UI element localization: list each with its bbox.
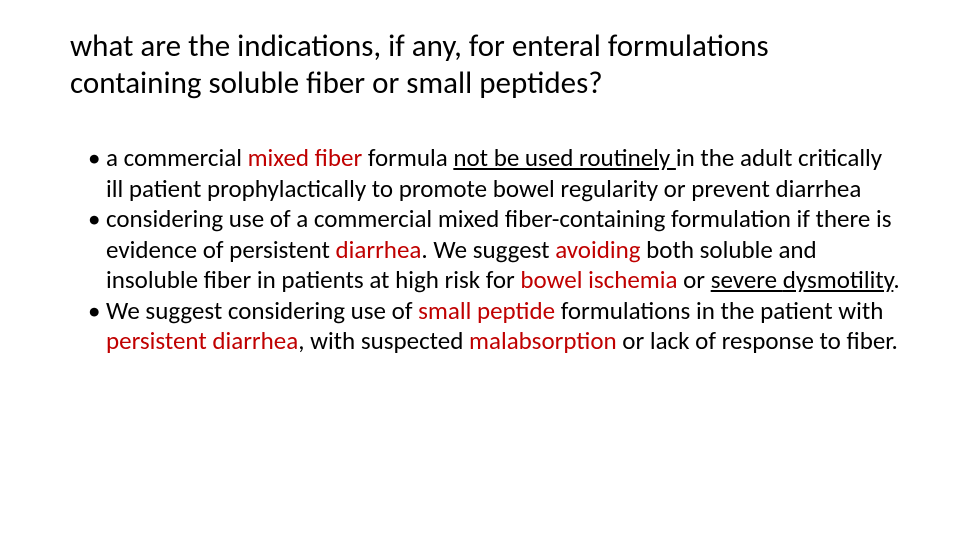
text-segment: severe: [711, 264, 783, 295]
text-segment: , with suspected: [298, 325, 469, 356]
text-segment: formula: [368, 142, 453, 173]
text-segment: malabsorption: [469, 325, 617, 356]
text-segment: or lack of response to fiber.: [617, 325, 898, 356]
text-segment: formulations in the patient with: [561, 295, 884, 326]
text-segment: .: [893, 264, 899, 295]
text-segment: avoiding: [555, 234, 640, 265]
text-segment: bowel ischemia: [520, 264, 683, 295]
bullet-item: We suggest considering use of small pept…: [88, 296, 900, 357]
slide: what are the indications, if any, for en…: [0, 0, 960, 540]
text-segment: We suggest considering use of: [106, 295, 418, 326]
text-segment: or: [683, 264, 711, 295]
bullet-list: a commercial mixed fiber formula not be …: [70, 143, 900, 357]
text-segment: persistent diarrhea: [106, 325, 298, 356]
text-segment: diarrhea: [336, 234, 422, 265]
slide-title: what are the indications, if any, for en…: [70, 28, 900, 101]
bullet-item: considering use of a commercial mixed fi…: [88, 204, 900, 296]
text-segment: . We suggest: [421, 234, 555, 265]
text-segment: mixed fiber: [248, 142, 368, 173]
text-segment: not be used routinely: [453, 142, 676, 173]
bullet-item: a commercial mixed fiber formula not be …: [88, 143, 900, 204]
text-segment: a commercial: [106, 142, 248, 173]
text-segment: small peptide: [418, 295, 561, 326]
text-segment: dysmotility: [783, 264, 894, 295]
slide-body: a commercial mixed fiber formula not be …: [70, 143, 900, 357]
